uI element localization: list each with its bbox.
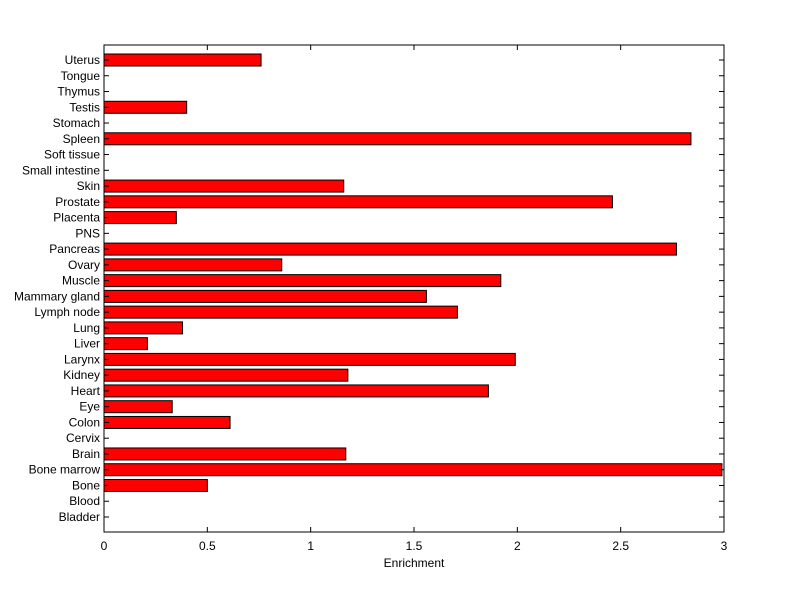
x-tick-label: 0.5 (199, 539, 216, 553)
x-tick-label: 2 (514, 539, 521, 553)
y-tick-label: Mammary gland (14, 289, 100, 303)
bar-testis (103, 100, 188, 114)
y-tick-label: Stomach (53, 116, 100, 130)
y-tick-label: Uterus (65, 53, 100, 67)
x-axis: 0 0.5 1 1.5 2 2.5 3 (101, 45, 728, 553)
y-tick-label: Bladder (59, 510, 100, 524)
x-tick-label: 1.5 (406, 539, 423, 553)
y-tick-label: PNS (75, 226, 100, 240)
bar-bone (103, 478, 208, 492)
x-tick-label: 2.5 (612, 539, 629, 553)
y-tick-label: Placenta (53, 211, 100, 225)
y-tick-label: Brain (72, 447, 100, 461)
y-tick-label: Skin (77, 179, 100, 193)
bar-liver (103, 337, 148, 351)
y-tick-label: Tongue (61, 69, 101, 83)
y-tick-label: Small intestine (22, 163, 100, 177)
x-tick-label: 3 (721, 539, 728, 553)
y-tick-label: Pancreas (49, 242, 100, 256)
y-tick-label: Liver (74, 337, 100, 351)
y-tick-label: Spleen (63, 132, 100, 146)
bar-lung (103, 321, 184, 335)
y-tick-label: Testis (69, 100, 100, 114)
bar-ovary (103, 258, 283, 272)
y-tick-label: Ovary (68, 258, 100, 272)
y-tick-label: Muscle (62, 274, 100, 288)
y-tick-label: Soft tissue (44, 148, 100, 162)
y-tick-label: Thymus (57, 85, 100, 99)
bar-bone-marrow (103, 463, 723, 477)
y-tick-label: Bone marrow (29, 463, 101, 477)
x-tick-label: 0 (101, 539, 108, 553)
y-tick-label: Lymph node (34, 305, 100, 319)
bar-muscle (103, 274, 502, 288)
bar-lymph-node (103, 305, 458, 319)
bar-placenta (103, 211, 177, 225)
bar-colon (103, 415, 231, 429)
bars-group (103, 53, 723, 492)
x-axis-title: Enrichment (384, 556, 445, 570)
bar-brain (103, 447, 347, 461)
x-tick-label: 1 (307, 539, 314, 553)
y-tick-label: Blood (69, 494, 100, 508)
y-tick-label: Bone (72, 478, 100, 492)
y-tick-label: Prostate (55, 195, 100, 209)
y-tick-label: Kidney (63, 368, 100, 382)
bar-heart (103, 384, 489, 398)
bar-kidney (103, 368, 349, 382)
y-tick-label: Cervix (66, 431, 100, 445)
y-tick-label: Lung (73, 321, 100, 335)
bar-spleen (103, 132, 692, 146)
bar-mammary-gland (103, 289, 427, 303)
y-tick-label: Heart (71, 384, 101, 398)
bar-skin (103, 179, 345, 193)
y-tick-label: Larynx (64, 352, 100, 366)
y-tick-label: Colon (69, 415, 100, 429)
bar-uterus (103, 53, 262, 67)
bar-pancreas (103, 242, 677, 256)
bar-prostate (103, 195, 613, 209)
y-tick-label: Eye (79, 400, 100, 414)
bar-eye (103, 400, 173, 414)
bar-larynx (103, 352, 516, 366)
